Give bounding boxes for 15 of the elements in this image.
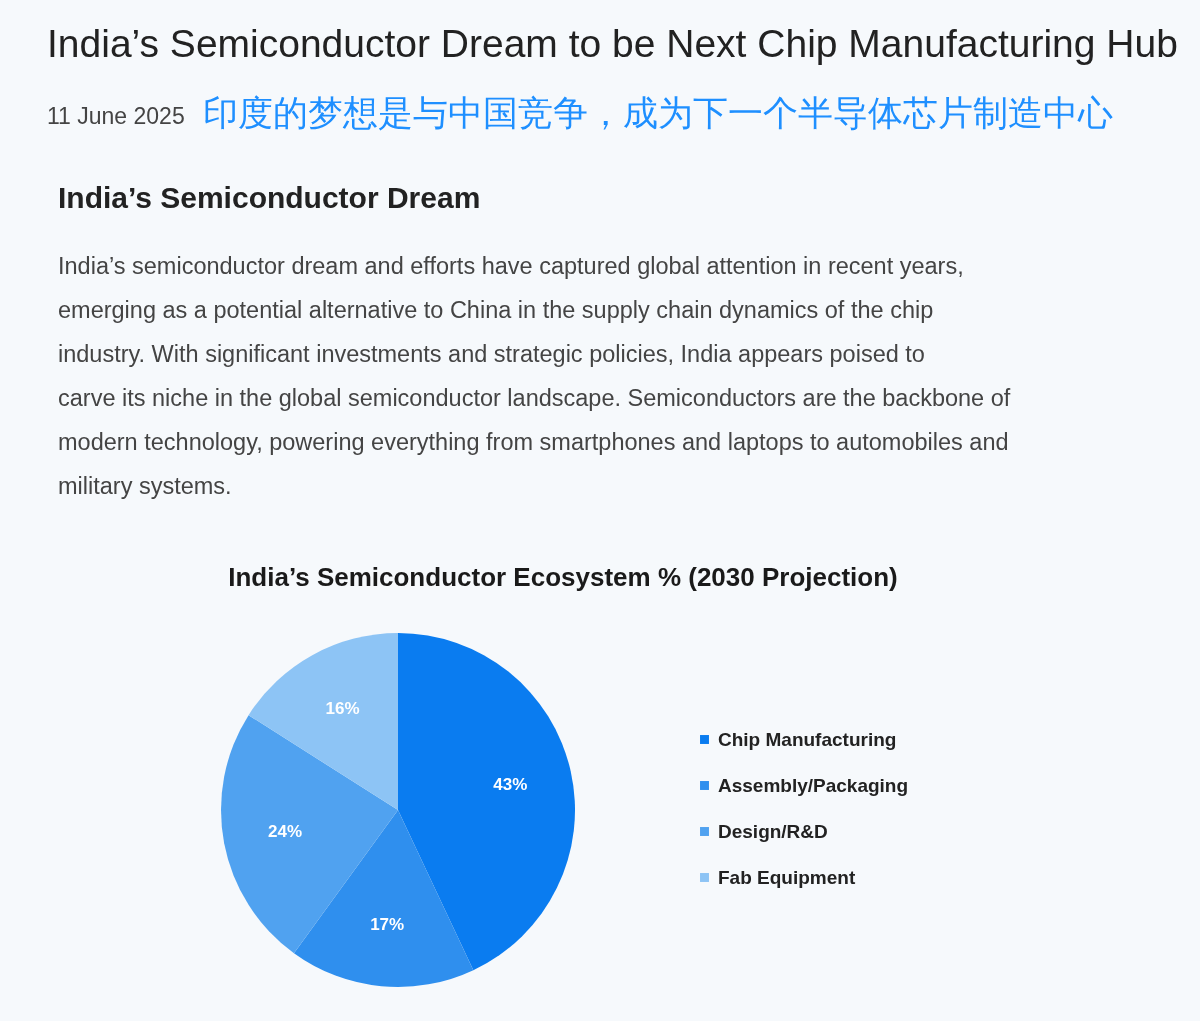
legend-label: Fab Equipment — [718, 866, 856, 888]
data-label: 43% — [493, 774, 528, 794]
data-label: 24% — [267, 821, 302, 841]
text: 印度的梦想是与中国竞争，成为下一个半导体芯片制造中心 — [203, 93, 1113, 132]
text: India’s Semiconductor Dream — [58, 181, 481, 214]
text: India’s semiconductor dream and efforts have captured global attention in recent years, emerging as a potential alternative to China in the supply chain dynamics of the chip industry. With significant investments and strategic policies, India appears poised to carve its niche in the global semiconductor landscape. Semiconductors are the backbone of modern technology, powering everything from smartphones and laptops to automobiles and military systems. — [58, 253, 1011, 499]
data-label: 17% — [370, 914, 405, 934]
chart-title: India’s Semiconductor Ecosystem % (2030 Projection) — [228, 562, 898, 592]
legend-label: Design/R&D — [718, 820, 828, 842]
legend-label: Assembly/Packaging — [718, 774, 909, 796]
pie-slice — [248, 633, 398, 810]
data-label: 16% — [325, 699, 360, 719]
legend-label: Chip Manufacturing — [718, 728, 897, 750]
text: 11 June 2025 — [47, 103, 185, 129]
text: India’s Semiconductor Dream to be Next Chip Manufacturing Hub — [47, 22, 1178, 65]
